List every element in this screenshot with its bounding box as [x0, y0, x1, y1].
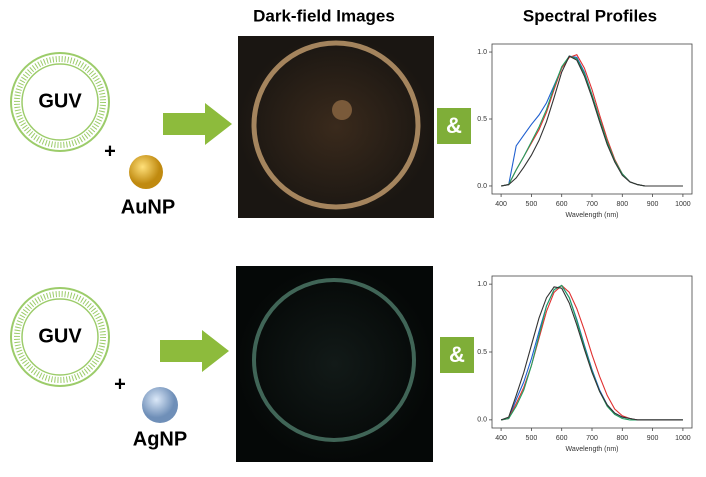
x-axis-label: Wavelength (nm)	[565, 212, 618, 219]
particle-label: AuNP	[121, 196, 175, 218]
x-tick-label: 400	[495, 435, 507, 442]
x-tick-label: 600	[556, 201, 568, 208]
plus: +	[114, 373, 126, 395]
particle-label: AgNP	[133, 428, 187, 450]
particle-spot	[332, 100, 352, 120]
vesicle-ring	[252, 278, 416, 442]
spectrum-line	[501, 55, 683, 187]
dark-field-image	[238, 36, 434, 218]
connector-box	[440, 337, 474, 373]
vesicle-inner	[21, 63, 99, 141]
y-tick-label: 0.5	[477, 116, 487, 123]
vesicle-membrane	[14, 291, 106, 383]
plot-frame	[491, 275, 693, 429]
x-tick-label: 700	[586, 435, 598, 442]
x-tick-label: 500	[526, 201, 538, 208]
y-tick-label: 1.0	[477, 49, 487, 56]
x-tick-label: 800	[616, 435, 628, 442]
x-tick-label: 700	[586, 201, 598, 208]
connector: &	[446, 113, 462, 138]
arrow	[160, 330, 229, 372]
x-tick-label: 500	[526, 435, 538, 442]
arrow	[163, 103, 232, 145]
x-tick-label: 1000	[675, 435, 691, 442]
connector: &	[449, 342, 465, 367]
vesicle-inner	[21, 298, 99, 376]
vesicle-outline	[10, 52, 110, 152]
y-tick-label: 1.0	[477, 281, 487, 288]
spectrum-line	[500, 286, 683, 421]
vesicle-outline	[10, 287, 110, 387]
y-tick-label: 0.0	[477, 417, 487, 424]
y-tick-label: 0.0	[477, 183, 487, 190]
x-axis-label: Wavelength (nm)	[565, 446, 618, 453]
connector-box	[437, 108, 471, 144]
vesicle-membrane	[14, 56, 106, 148]
heading: Spectral Profiles	[523, 6, 657, 25]
vesicle-ring	[251, 40, 421, 210]
plus: +	[104, 140, 116, 162]
nanoparticle	[129, 155, 163, 189]
x-tick-label: 800	[616, 201, 628, 208]
y-tick-label: 0.5	[477, 349, 487, 356]
vesicle-label: GUV	[38, 325, 82, 347]
nanoparticle	[142, 387, 178, 423]
heading: Dark-field Images	[253, 6, 395, 25]
plot-frame	[491, 43, 693, 195]
dark-field-image	[236, 266, 433, 462]
x-tick-label: 600	[556, 435, 568, 442]
x-tick-label: 900	[647, 201, 659, 208]
vesicle-label: GUV	[38, 90, 82, 112]
x-tick-label: 400	[495, 201, 507, 208]
x-tick-label: 1000	[675, 201, 691, 208]
x-tick-label: 900	[647, 435, 659, 442]
